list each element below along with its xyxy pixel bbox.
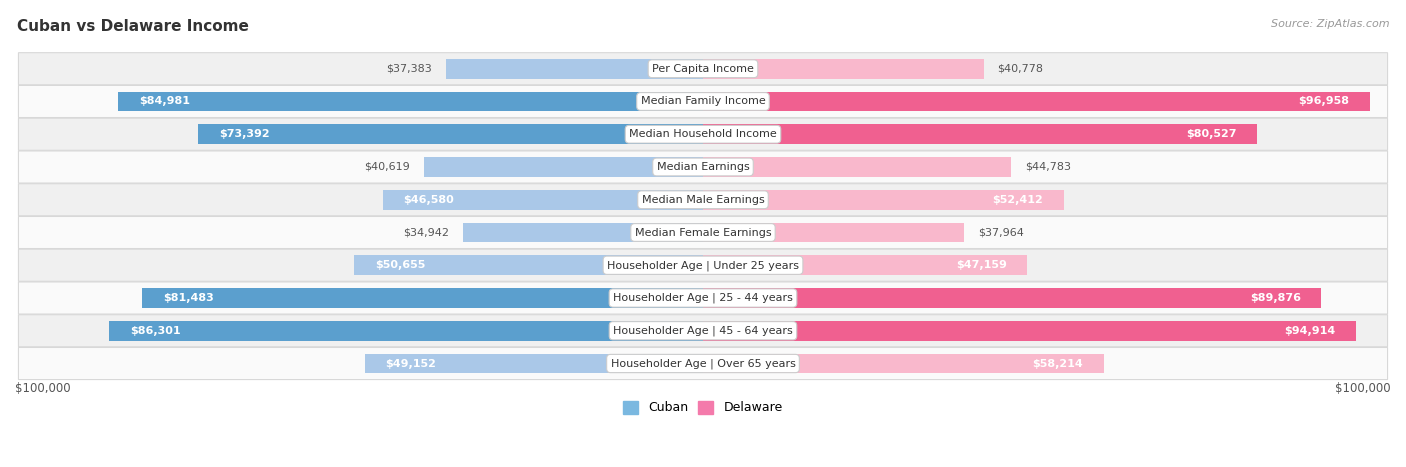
FancyBboxPatch shape (18, 118, 1388, 150)
Text: $80,527: $80,527 (1185, 129, 1236, 139)
FancyBboxPatch shape (18, 184, 1388, 216)
Bar (703, 190, 1063, 210)
Bar (703, 157, 1011, 177)
Text: Median Female Earnings: Median Female Earnings (634, 227, 772, 238)
FancyBboxPatch shape (18, 216, 1388, 248)
FancyBboxPatch shape (18, 315, 1388, 347)
Text: Householder Age | Over 65 years: Householder Age | Over 65 years (610, 358, 796, 369)
FancyBboxPatch shape (18, 151, 1388, 183)
Text: Householder Age | 25 - 44 years: Householder Age | 25 - 44 years (613, 293, 793, 303)
Text: $47,159: $47,159 (956, 260, 1007, 270)
Bar (354, 255, 703, 275)
Text: Cuban vs Delaware Income: Cuban vs Delaware Income (17, 19, 249, 34)
Text: $96,958: $96,958 (1298, 97, 1350, 106)
Text: Median Family Income: Median Family Income (641, 97, 765, 106)
Text: $100,000: $100,000 (1336, 382, 1391, 395)
Text: $84,981: $84,981 (139, 97, 190, 106)
Text: Median Earnings: Median Earnings (657, 162, 749, 172)
Text: $40,778: $40,778 (997, 64, 1043, 74)
FancyBboxPatch shape (18, 282, 1388, 314)
Text: $86,301: $86,301 (129, 326, 180, 336)
Text: Median Male Earnings: Median Male Earnings (641, 195, 765, 205)
FancyBboxPatch shape (18, 53, 1388, 85)
Bar (463, 223, 703, 242)
Bar (703, 288, 1322, 308)
Text: Median Household Income: Median Household Income (628, 129, 778, 139)
Text: $49,152: $49,152 (385, 359, 436, 368)
Text: $34,942: $34,942 (404, 227, 449, 238)
Text: $37,964: $37,964 (979, 227, 1024, 238)
Text: $52,412: $52,412 (993, 195, 1043, 205)
Text: $58,214: $58,214 (1032, 359, 1083, 368)
Text: $46,580: $46,580 (404, 195, 454, 205)
Text: $50,655: $50,655 (375, 260, 426, 270)
Text: $81,483: $81,483 (163, 293, 214, 303)
Text: Householder Age | Under 25 years: Householder Age | Under 25 years (607, 260, 799, 270)
Bar (364, 354, 703, 373)
Text: Source: ZipAtlas.com: Source: ZipAtlas.com (1271, 19, 1389, 28)
Text: $40,619: $40,619 (364, 162, 409, 172)
Bar (118, 92, 703, 111)
Text: $37,383: $37,383 (387, 64, 432, 74)
Text: Per Capita Income: Per Capita Income (652, 64, 754, 74)
FancyBboxPatch shape (18, 249, 1388, 281)
Text: $89,876: $89,876 (1250, 293, 1301, 303)
Text: $44,783: $44,783 (1025, 162, 1071, 172)
Text: $100,000: $100,000 (15, 382, 70, 395)
Bar (142, 288, 703, 308)
Bar (703, 92, 1369, 111)
Bar (703, 354, 1104, 373)
Text: $94,914: $94,914 (1284, 326, 1336, 336)
Text: $73,392: $73,392 (219, 129, 270, 139)
Bar (382, 190, 703, 210)
Bar (703, 124, 1257, 144)
Bar (703, 223, 965, 242)
Bar (703, 321, 1355, 340)
Bar (198, 124, 703, 144)
Text: Householder Age | 45 - 64 years: Householder Age | 45 - 64 years (613, 325, 793, 336)
FancyBboxPatch shape (18, 347, 1388, 380)
Bar (703, 255, 1028, 275)
Bar (703, 59, 984, 78)
Bar (423, 157, 703, 177)
Bar (110, 321, 703, 340)
Legend: Cuban, Delaware: Cuban, Delaware (619, 396, 787, 419)
FancyBboxPatch shape (18, 85, 1388, 118)
Bar (446, 59, 703, 78)
